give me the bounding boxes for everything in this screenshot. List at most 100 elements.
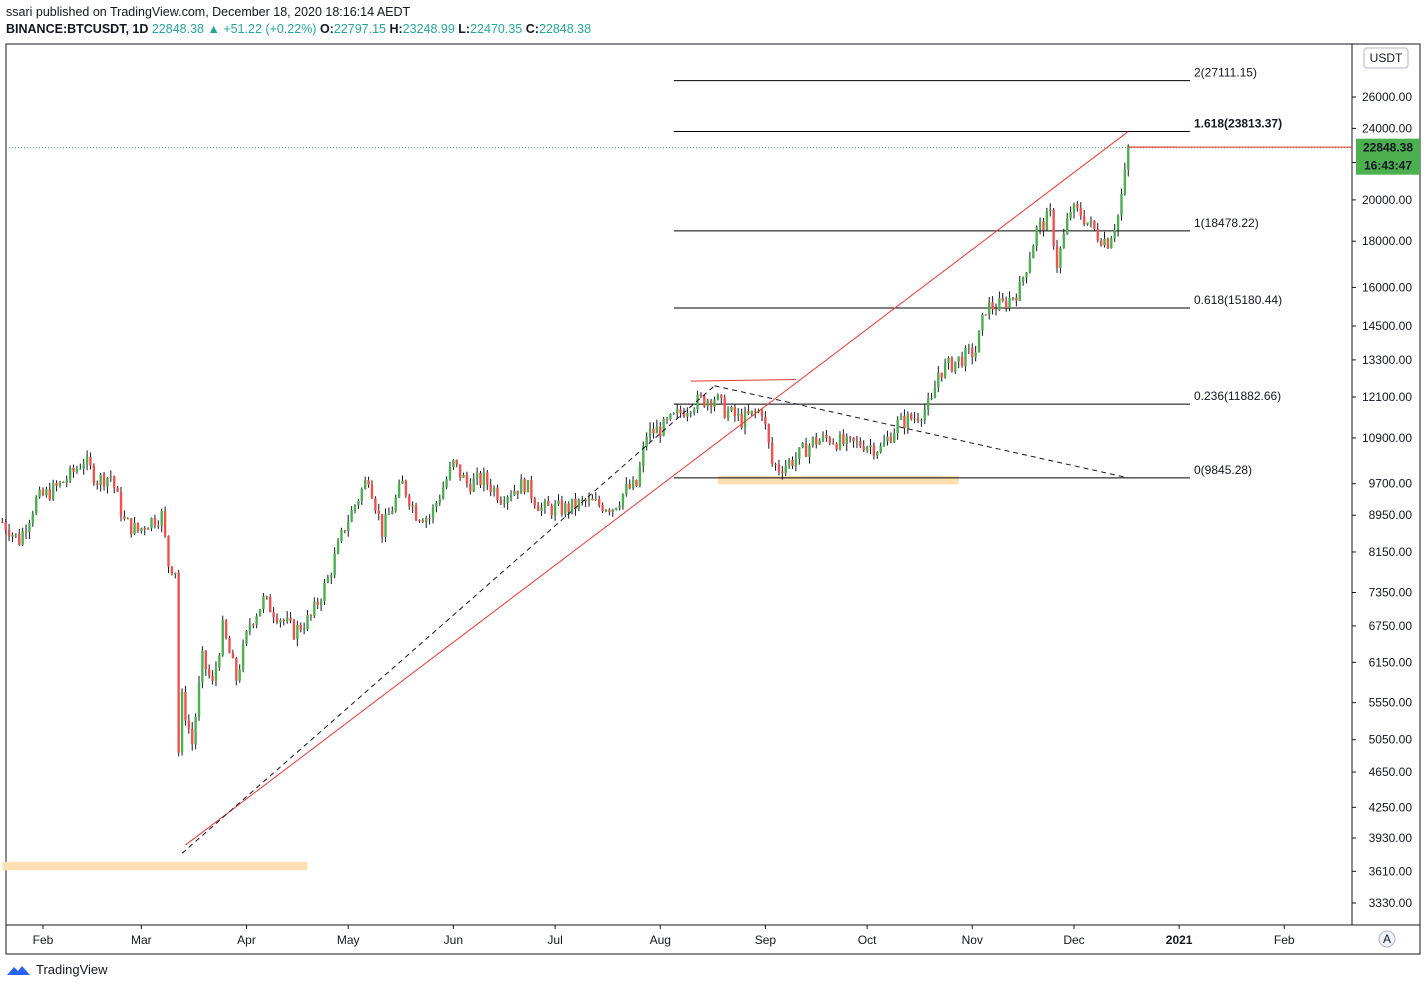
candle-body <box>414 505 418 521</box>
candle <box>662 416 665 437</box>
candle <box>923 403 926 425</box>
tradingview-footer[interactable]: TradingView <box>6 962 108 977</box>
auto-scale-button[interactable] <box>1378 930 1396 948</box>
candle <box>79 463 82 470</box>
candle-body <box>435 502 438 507</box>
candles <box>1 144 1130 757</box>
candle-body <box>350 509 353 522</box>
candle-body <box>808 445 811 457</box>
candle <box>299 622 302 633</box>
candle-body <box>411 505 414 507</box>
candle-body <box>479 473 482 486</box>
candle <box>665 416 669 425</box>
candle-body <box>743 411 747 428</box>
candle <box>62 481 65 484</box>
candle-body <box>330 575 333 578</box>
candle-body <box>1032 245 1035 259</box>
red-trendline <box>690 379 796 382</box>
candle <box>815 432 818 449</box>
candle <box>916 412 920 424</box>
candle-body <box>496 487 499 501</box>
candle-body <box>611 509 614 512</box>
candle-body <box>974 352 977 358</box>
symbol-name[interactable]: BINANCE:BTCUSDT, 1D <box>6 22 149 36</box>
candle <box>28 519 31 539</box>
high-label: H: <box>389 22 403 36</box>
plot-area <box>5 43 1353 926</box>
candle-body <box>648 428 652 437</box>
candle <box>777 459 781 476</box>
candle <box>458 464 462 481</box>
candle-body <box>747 411 750 414</box>
candle <box>302 622 306 635</box>
candle <box>1032 244 1035 259</box>
candle <box>631 476 635 491</box>
candle-body <box>760 410 764 417</box>
candle <box>869 439 872 455</box>
candle-body <box>659 426 662 436</box>
candle <box>425 515 428 528</box>
candle-body <box>397 483 401 498</box>
candle-body <box>574 498 577 509</box>
candle-body <box>184 692 187 721</box>
candle-body <box>977 330 981 353</box>
candle-body <box>492 487 496 493</box>
candle <box>604 508 608 513</box>
candle <box>357 499 360 510</box>
candle-body <box>720 394 723 398</box>
candle <box>343 529 347 534</box>
candle-body <box>1120 193 1123 216</box>
candle <box>774 462 777 471</box>
y-tick-label: 3330.00 <box>1369 896 1413 910</box>
candle <box>533 496 536 509</box>
candle-body <box>82 464 85 469</box>
candle-body <box>692 409 696 413</box>
candle-body <box>832 442 835 444</box>
candle <box>906 411 910 434</box>
candle <box>391 506 394 515</box>
candle-body <box>740 413 743 428</box>
candle <box>550 503 553 519</box>
candle-body <box>309 615 313 617</box>
candle <box>204 650 207 676</box>
candle-body <box>825 434 828 438</box>
candle-body <box>1062 233 1066 248</box>
candle-body <box>584 499 587 502</box>
candle-body <box>428 517 431 519</box>
y-tick-label: 8950.00 <box>1369 508 1413 522</box>
candle <box>971 343 974 365</box>
candle <box>123 510 126 521</box>
candle-body <box>180 692 184 753</box>
candle-body <box>967 347 971 349</box>
candle <box>353 504 357 514</box>
candle-body <box>526 479 530 493</box>
candle-body <box>767 424 770 443</box>
candle-body <box>258 609 262 617</box>
candle <box>347 514 350 537</box>
candle-body <box>163 511 167 536</box>
candle-body <box>960 356 964 367</box>
candle <box>262 593 265 614</box>
candle <box>452 459 455 470</box>
candle <box>1106 237 1110 250</box>
candle-body <box>207 668 211 676</box>
candle-body <box>1059 247 1062 268</box>
y-tick-label: 16000.00 <box>1362 280 1412 294</box>
candle-body <box>642 446 645 467</box>
candle <box>543 498 547 514</box>
candle <box>445 476 448 490</box>
candle <box>706 398 709 411</box>
candle <box>940 372 943 382</box>
candle <box>414 502 418 521</box>
candle-body <box>21 531 24 545</box>
candle-body <box>11 534 14 537</box>
candle <box>642 441 645 473</box>
candle-body <box>343 530 347 532</box>
candle <box>228 635 231 654</box>
candle-body <box>31 513 35 523</box>
candle <box>553 500 557 521</box>
candle-body <box>676 409 679 414</box>
candle <box>584 497 587 507</box>
candle <box>764 411 767 430</box>
